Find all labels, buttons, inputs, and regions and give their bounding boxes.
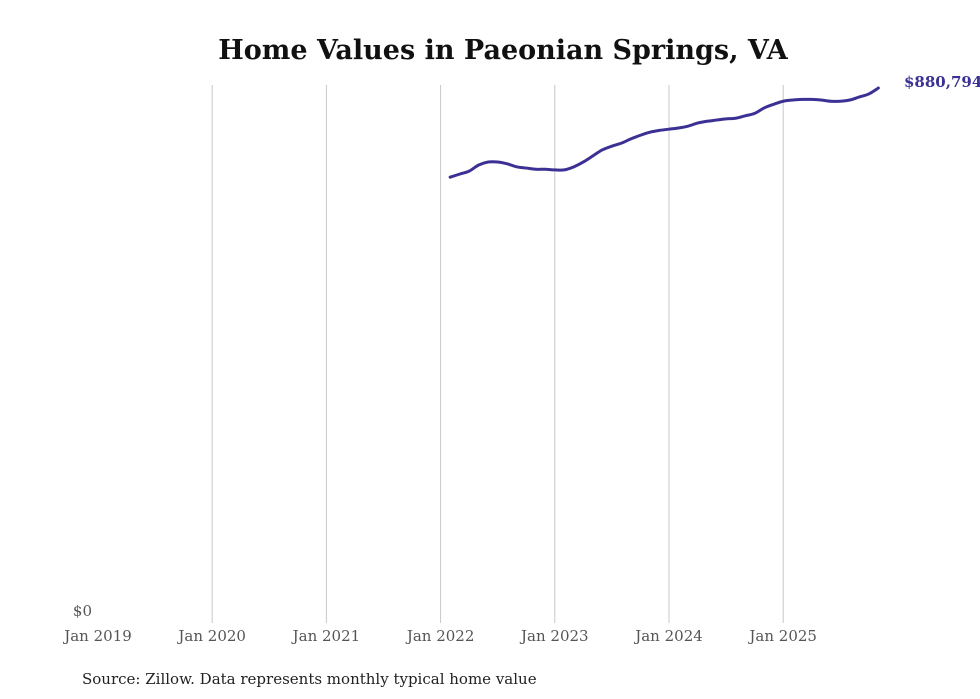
x-tick-label: Jan 2022 <box>405 627 475 645</box>
series-line <box>448 86 880 179</box>
x-axis-ticks: Jan 2019 Jan 2020 Jan 2021 Jan 2022 Jan 2023… <box>62 627 817 645</box>
grid-lines <box>211 85 784 623</box>
end-value-label: $880,794 <box>904 73 980 91</box>
source-note: Source: Zillow. Data represents monthly … <box>82 670 537 688</box>
chart-title: Home Values in Paeonian Springs, VA <box>218 35 788 66</box>
x-tick-label: Jan 2019 <box>62 627 132 645</box>
x-tick-label: Jan 2020 <box>176 627 246 645</box>
x-tick-label: Jan 2025 <box>747 627 817 645</box>
x-tick-label: Jan 2021 <box>291 627 361 645</box>
x-tick-label: Jan 2023 <box>519 627 589 645</box>
y-tick-label: $0 <box>73 602 92 620</box>
x-tick-label: Jan 2024 <box>633 627 703 645</box>
